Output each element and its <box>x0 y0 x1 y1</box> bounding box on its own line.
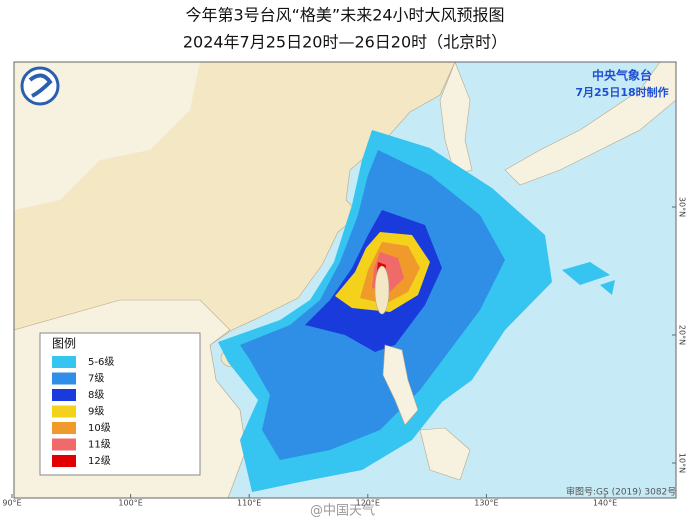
legend: 图例 5-6级 7级 8级 9级 10级 11级 12级 <box>39 332 201 476</box>
legend-swatch <box>52 422 76 434</box>
legend-swatch <box>52 389 76 401</box>
logo <box>20 66 60 106</box>
legend-label: 10级 <box>88 422 111 434</box>
legend-swatch <box>52 405 76 418</box>
north-land <box>14 62 200 210</box>
legend-box <box>39 332 201 476</box>
lon-label: 90°E <box>2 499 21 508</box>
lat-label: 30°N <box>678 197 687 217</box>
made-time: 7月25日18时制作 <box>575 85 668 99</box>
lon-label: 120°E <box>356 499 380 508</box>
subtitle: 2024年7月25日20时—26日20时（北京时） <box>183 33 507 52</box>
philippines <box>382 344 471 481</box>
title: 今年第3号台风“格美”未来24小时大风预报图 <box>185 6 504 25</box>
lon-label: 140°E <box>593 499 617 508</box>
lon-label: 130°E <box>474 499 498 508</box>
lon-label: 100°E <box>118 499 142 508</box>
legend-label: 9级 <box>88 406 104 418</box>
watermark: @中国天气 <box>310 503 375 519</box>
legend-label: 5-6级 <box>88 356 114 368</box>
legend-swatch <box>52 372 76 385</box>
legend-label: 8级 <box>88 389 104 401</box>
lon-label: 110°E <box>237 499 261 508</box>
lat-label: 20°N <box>678 325 687 345</box>
legend-label: 7级 <box>88 373 104 385</box>
legend-swatch <box>52 356 76 368</box>
logo-mark <box>28 73 53 98</box>
legend-label: 12级 <box>88 455 111 467</box>
map: 中央气象台 7月25日18时制作 图例 5-6级7级8级9级10级11级12级 … <box>13 61 677 499</box>
legend-swatch <box>52 455 76 467</box>
legend-swatch <box>52 438 76 451</box>
legend-title: 图例 <box>52 337 76 351</box>
map-review: 审图号:GS (2019) 3082号 <box>566 486 676 498</box>
agency: 中央气象台 <box>592 68 652 83</box>
map-frame <box>13 61 677 499</box>
taiwan <box>374 265 390 315</box>
legend-label: 11级 <box>88 439 111 451</box>
wind-5-6-east <box>562 262 615 295</box>
lat-label: 10°N <box>678 453 687 473</box>
